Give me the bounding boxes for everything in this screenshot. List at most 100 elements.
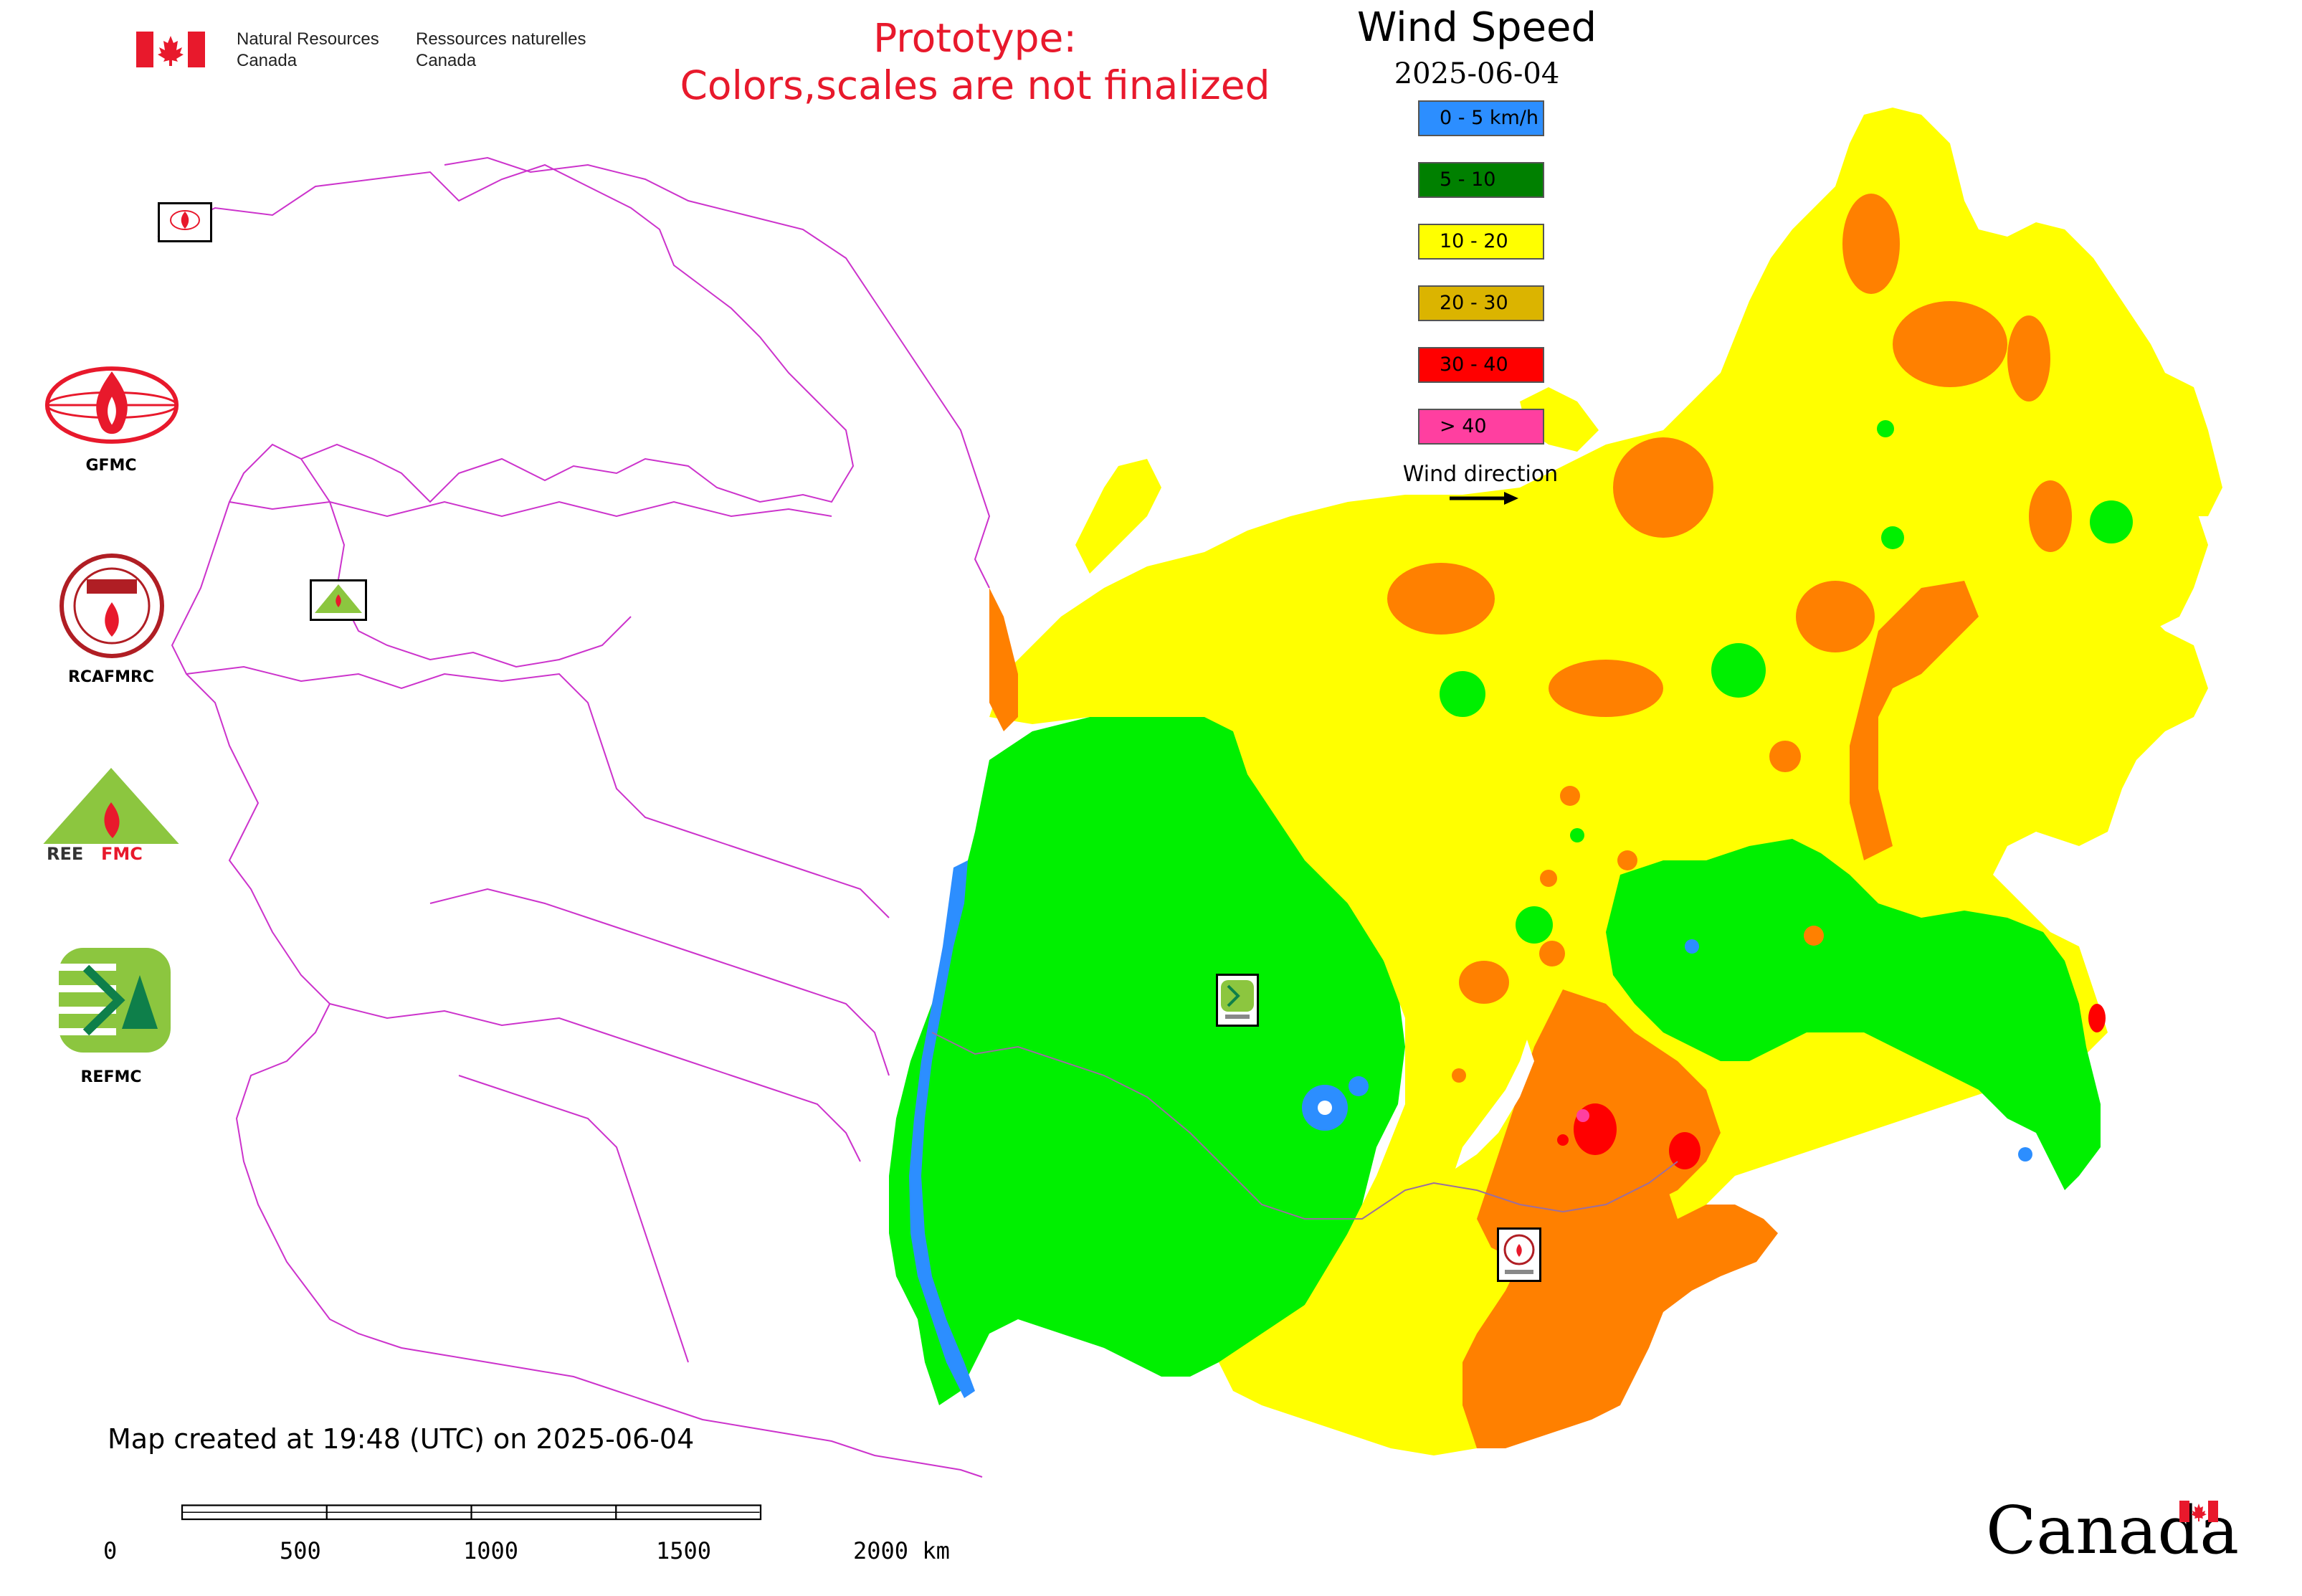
strong-spot-3 (1557, 1134, 1569, 1146)
calm-spot-2 (1349, 1076, 1369, 1096)
fresh-dot-3 (1769, 741, 1801, 772)
calm-spot-3 (1685, 939, 1699, 954)
fresh-dot-5 (1539, 941, 1565, 966)
field-yamal (1075, 459, 1161, 574)
legend-item-moderate: 10 - 20 (1418, 224, 1544, 260)
fresh-central-2 (1459, 961, 1509, 1004)
gfmc-flame-globe-icon (44, 366, 179, 444)
legend-item-light: 5 - 10 (1418, 162, 1544, 198)
svg-text:REE: REE (47, 844, 83, 864)
refmc-sigma-icon (59, 948, 171, 1053)
scale-tick-1500: 1500 (656, 1537, 712, 1564)
department-name-en: Natural Resources Canada (237, 29, 379, 70)
light-spot-4 (1881, 526, 1904, 549)
logo-refmc-label: REFMC (80, 1068, 142, 1086)
svg-text:FMC: FMC (101, 844, 143, 864)
border-interior-5 (458, 1075, 689, 1363)
gfmc-marker-icon (170, 210, 200, 230)
fresh-wind-patches (989, 194, 2072, 1448)
fresh-north-east-3 (1893, 301, 2007, 387)
logo-refmc: REFMC (29, 946, 194, 1090)
legend-date: 2025-06-04 (1394, 57, 1560, 90)
field-light-wind-east (1606, 839, 2101, 1190)
scale-bar: 0 500 1000 1500 2000 km (103, 1498, 953, 1570)
strong-spot-2 (1669, 1132, 1701, 1169)
border-north-coast (444, 156, 991, 589)
legend-item-calm: 0 - 5 km/h (1418, 100, 1544, 136)
fresh-dot-1 (1560, 786, 1580, 806)
wind-direction-arrow-icon (1450, 492, 1518, 505)
map-marker-refmc[interactable] (1216, 974, 1259, 1027)
logo-gfmc: GFMC (29, 362, 194, 484)
strong-spot-4 (2088, 1004, 2106, 1032)
scale-tick-500: 500 (280, 1537, 321, 1564)
logo-rcafmrc-label: RCAFMRC (67, 668, 155, 686)
fresh-north-east-4 (1842, 194, 1900, 294)
fresh-kamchatka (2007, 315, 2050, 402)
scale-tick-1000: 1000 (463, 1537, 519, 1564)
rcafmrc-marker-icon (1503, 1234, 1535, 1274)
border-interior-3 (329, 1003, 861, 1162)
fresh-west-coast (989, 588, 1018, 731)
border-south-russia (931, 1032, 1678, 1220)
fresh-north-east-1 (1613, 437, 1713, 538)
lake-baikal (1455, 1040, 1534, 1169)
fresh-taimyr (1387, 563, 1495, 635)
border-interior-1 (229, 500, 832, 518)
fresh-dot-4 (1540, 870, 1557, 887)
border-scandinavia (157, 163, 983, 1478)
prototype-line-1: Prototype: (873, 15, 1077, 61)
border-interior-4 (429, 888, 890, 1076)
legend-item-strong: 30 - 40 (1418, 347, 1544, 383)
fresh-south-region (1462, 989, 1778, 1448)
map-marker-reefmc[interactable] (310, 579, 367, 621)
field-kamchatka (2022, 315, 2208, 631)
canada-flag-icon (136, 32, 205, 67)
fresh-central-1 (1549, 660, 1663, 717)
fresh-dot-6 (1804, 926, 1824, 946)
border-interior-2 (186, 665, 890, 918)
map-marker-rcafmrc[interactable] (1497, 1227, 1541, 1282)
scale-bar-graphic (181, 1504, 762, 1521)
light-spot-5 (2090, 500, 2133, 543)
light-spot-6 (1516, 906, 1553, 944)
rcafmrc-seal-icon (60, 554, 164, 658)
reefmc-triangle-icon: REE FMC (39, 768, 183, 864)
legend-title: Wind Speed (1356, 4, 1597, 51)
light-spot-2 (1711, 643, 1766, 698)
scale-tick-2000: 2000 km (853, 1537, 950, 1564)
gale-spot (1576, 1109, 1589, 1122)
light-spot-1 (1440, 671, 1485, 717)
border-central (300, 458, 632, 668)
light-spot-7 (1570, 828, 1584, 842)
fresh-okhotsk-coast (1850, 581, 1979, 860)
department-name-fr: Ressources naturelles Canada (416, 29, 586, 70)
map-created-timestamp: Map created at 19:48 (UTC) on 2025-06-04 (108, 1423, 695, 1455)
logo-rcafmrc: RCAFMRC (29, 552, 194, 695)
wind-direction-label: Wind direction (1402, 462, 1559, 487)
logo-gfmc-label: GFMC (85, 457, 137, 475)
field-calm-arc (909, 860, 975, 1398)
fresh-north-east-2 (1796, 581, 1875, 652)
country-borders (157, 156, 991, 1478)
prototype-line-2: Colors,scales are not finalized (680, 62, 1270, 108)
field-moderate-wind (989, 108, 2222, 1455)
field-light-wind (889, 710, 1405, 1405)
legend-item-fresh: 20 - 30 (1418, 285, 1544, 321)
logo-reefmc: REE FMC (29, 764, 194, 878)
refmc-marker-icon (1221, 980, 1254, 1019)
light-spot-3 (1877, 420, 1894, 437)
legend-item-gale: > 40 (1418, 409, 1544, 445)
reefmc-marker-icon (315, 584, 362, 613)
fresh-kamchatka-2 (2029, 480, 2072, 552)
fresh-dot-2 (1617, 850, 1637, 870)
canada-wordmark: Canada (1986, 1492, 2240, 1569)
calm-spot-4 (2018, 1147, 2032, 1162)
calm-spot-center (1318, 1101, 1332, 1115)
canada-wordmark-flag-icon (2179, 1501, 2218, 1522)
scale-tick-0: 0 (103, 1537, 118, 1564)
fresh-dot-7 (1452, 1068, 1466, 1083)
map-marker-gfmc[interactable] (158, 202, 212, 242)
